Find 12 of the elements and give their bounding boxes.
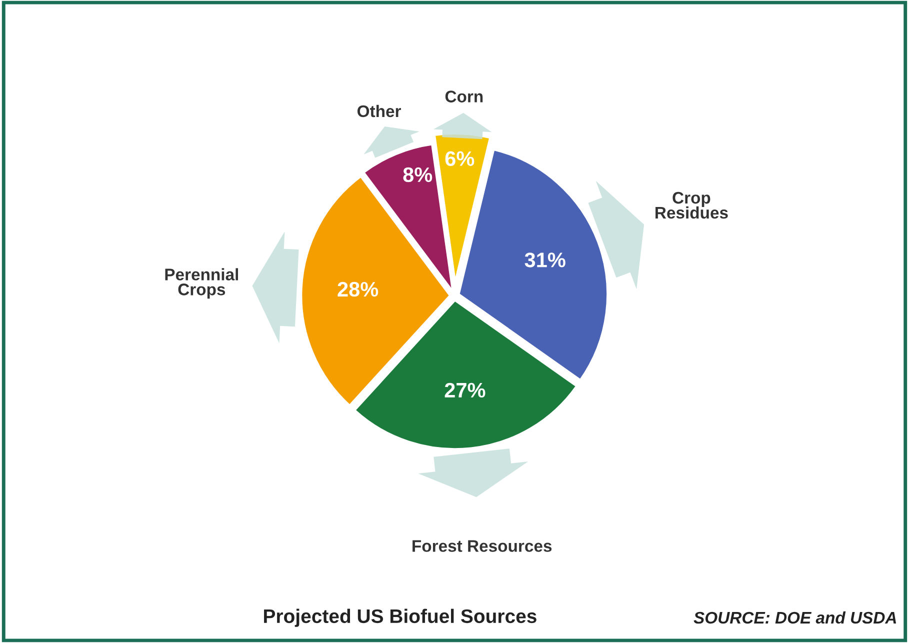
data-label: 28% — [338, 282, 378, 297]
slice-label: Crop Residues — [656, 192, 728, 219]
data-label: 31% — [524, 252, 566, 268]
slice-label: Forest Resources — [412, 540, 552, 552]
text: Projected US Biofuel Sources — [264, 608, 536, 627]
source-note: SOURCE: DOE and USDA — [694, 611, 896, 624]
slice-label: Perennial Crops — [165, 268, 238, 299]
data-label: 8% — [403, 167, 432, 182]
data-label: 27% — [444, 382, 486, 398]
data-label: 6% — [445, 151, 474, 166]
slice-label: Other — [357, 104, 402, 118]
slice-label: Corn — [445, 90, 483, 102]
